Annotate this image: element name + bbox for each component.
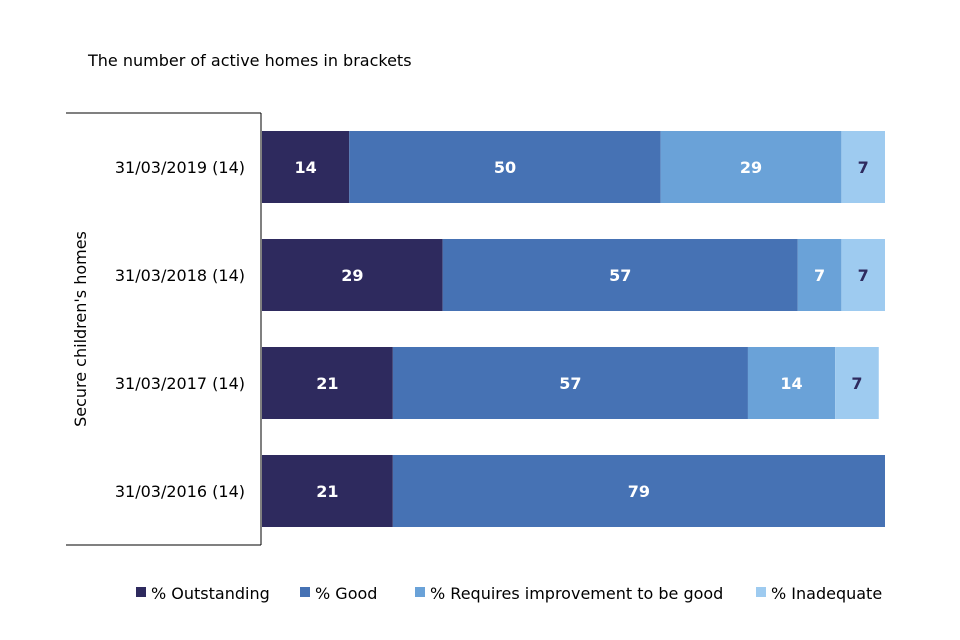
legend-swatch bbox=[300, 587, 310, 597]
data-label: 57 bbox=[609, 266, 631, 285]
bar-area: 14 50 29 7 29 57 7 7 21 57 14 7 21 79 bbox=[262, 131, 885, 527]
category-label: 31/03/2016 (14) bbox=[115, 482, 245, 501]
legend-swatch bbox=[136, 587, 146, 597]
legend-label: % Inadequate bbox=[771, 584, 882, 603]
category-tick-labels: 31/03/2019 (14) 31/03/2018 (14) 31/03/2017… bbox=[115, 158, 245, 501]
data-label: 14 bbox=[294, 158, 316, 177]
chart-subtitle: The number of active homes in brackets bbox=[87, 51, 412, 70]
legend-swatch bbox=[756, 587, 766, 597]
data-label: 50 bbox=[494, 158, 516, 177]
legend-label: % Requires improvement to be good bbox=[430, 584, 723, 603]
bar-segment bbox=[797, 239, 842, 311]
group-label: Secure children's homes bbox=[71, 231, 90, 427]
bar-segment bbox=[262, 455, 393, 527]
data-label: 57 bbox=[559, 374, 581, 393]
bar-segment bbox=[262, 239, 443, 311]
data-label: 7 bbox=[858, 158, 869, 177]
bar-segment bbox=[442, 239, 798, 311]
data-label: 7 bbox=[851, 374, 862, 393]
bar-segment bbox=[392, 455, 885, 527]
bar-segment bbox=[841, 131, 885, 203]
bar-segment bbox=[262, 347, 393, 419]
category-label: 31/03/2018 (14) bbox=[115, 266, 245, 285]
legend-label: % Outstanding bbox=[151, 584, 270, 603]
data-label: 29 bbox=[740, 158, 762, 177]
data-label: 79 bbox=[628, 482, 650, 501]
bar-segment bbox=[835, 347, 879, 419]
data-label: 14 bbox=[780, 374, 802, 393]
bar-segment bbox=[349, 131, 661, 203]
legend-label: % Good bbox=[315, 584, 377, 603]
category-label: 31/03/2017 (14) bbox=[115, 374, 245, 393]
data-label: 7 bbox=[858, 266, 869, 285]
category-label: 31/03/2019 (14) bbox=[115, 158, 245, 177]
bar-segment bbox=[660, 131, 842, 203]
bar-segment bbox=[747, 347, 836, 419]
bar-segment bbox=[841, 239, 885, 311]
data-label: 29 bbox=[341, 266, 363, 285]
data-label: 21 bbox=[316, 482, 338, 501]
bar-segment bbox=[262, 131, 350, 203]
bar-segment bbox=[392, 347, 748, 419]
legend: % Outstanding % Good % Requires improvemen… bbox=[136, 584, 882, 603]
data-label: 21 bbox=[316, 374, 338, 393]
legend-swatch bbox=[415, 587, 425, 597]
data-label: 7 bbox=[814, 266, 825, 285]
